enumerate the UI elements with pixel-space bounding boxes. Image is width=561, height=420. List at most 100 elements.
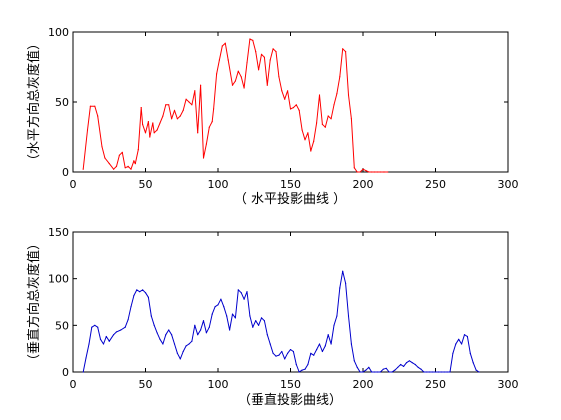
data-point xyxy=(182,109,184,111)
data-point xyxy=(211,121,213,123)
data-point xyxy=(316,349,318,351)
data-point xyxy=(437,371,439,373)
data-point xyxy=(411,362,413,364)
data-point xyxy=(115,331,118,333)
data-point xyxy=(281,90,283,92)
data-point xyxy=(350,118,352,120)
data-point xyxy=(397,366,399,368)
data-point xyxy=(258,69,260,71)
data-point xyxy=(289,108,292,110)
data-point xyxy=(359,171,361,173)
data-point xyxy=(449,371,451,373)
data-point xyxy=(102,343,105,345)
data-point xyxy=(86,129,89,131)
data-point xyxy=(400,363,402,366)
data-point xyxy=(218,59,220,61)
y-tick-label: 0 xyxy=(62,366,69,379)
data-point xyxy=(237,289,239,291)
data-point xyxy=(220,298,222,300)
data-point xyxy=(443,371,445,373)
data-point xyxy=(472,362,474,364)
data-point xyxy=(105,335,107,338)
data-point xyxy=(304,139,306,141)
data-point xyxy=(287,90,289,92)
data-point xyxy=(191,340,193,342)
x-tick-label: 200 xyxy=(353,378,374,391)
data-point xyxy=(252,326,254,328)
data-point xyxy=(374,171,376,173)
data-point xyxy=(134,163,136,165)
data-point xyxy=(345,282,347,284)
data-point xyxy=(347,94,350,96)
data-point xyxy=(301,129,303,131)
data-point xyxy=(382,171,384,173)
data-point xyxy=(405,362,408,364)
data-point xyxy=(469,352,471,354)
data-point xyxy=(205,143,207,145)
data-point xyxy=(420,368,422,370)
data-point xyxy=(376,371,379,373)
data-point xyxy=(249,38,251,40)
data-point xyxy=(385,367,387,369)
data-point xyxy=(223,306,225,308)
data-point xyxy=(94,324,96,326)
data-point xyxy=(202,157,205,159)
data-point xyxy=(224,42,226,44)
data-point xyxy=(255,320,257,322)
data-point xyxy=(127,165,129,167)
data-point xyxy=(455,343,457,345)
data-point xyxy=(313,354,315,356)
data-point xyxy=(156,332,158,334)
data-point xyxy=(434,371,437,373)
data-point xyxy=(99,338,102,340)
data-point xyxy=(182,350,184,353)
data-point xyxy=(176,118,178,120)
data-point xyxy=(113,168,115,170)
x-tick-label: 300 xyxy=(498,378,519,391)
data-point xyxy=(269,343,271,345)
data-point xyxy=(130,168,132,170)
data-point xyxy=(356,171,358,173)
data-point xyxy=(376,171,379,173)
data-point xyxy=(365,170,367,172)
data-point xyxy=(97,326,99,328)
data-point xyxy=(356,366,358,368)
data-point xyxy=(298,109,300,111)
axes-horizontal-projection: 0 50 100 150 200 250 300 0 50 100 （ 水平投影曲线 ） （水平方… xyxy=(26,26,519,207)
data-point xyxy=(414,363,416,366)
data-point xyxy=(339,287,341,289)
data-point xyxy=(194,90,196,92)
data-point xyxy=(101,146,103,148)
data-point xyxy=(365,369,367,371)
data-point xyxy=(240,292,242,294)
data-point xyxy=(216,73,218,75)
data-point xyxy=(246,62,248,64)
data-point xyxy=(287,352,289,354)
data-point xyxy=(159,122,161,124)
data-point xyxy=(130,306,132,308)
data-point xyxy=(292,107,294,109)
data-point xyxy=(362,168,364,170)
y-axis-label: （垂直方向总灰度值） xyxy=(26,237,42,367)
plot-frame xyxy=(72,231,509,373)
data-point xyxy=(275,355,277,357)
data-point xyxy=(231,84,234,86)
data-point xyxy=(227,59,229,61)
x-tick-label: 50 xyxy=(139,378,153,391)
data-point xyxy=(240,76,242,78)
data-point xyxy=(91,326,93,328)
data-point xyxy=(214,306,216,308)
data-point xyxy=(324,126,326,128)
data-point xyxy=(278,76,280,78)
data-point xyxy=(165,104,167,106)
data-point xyxy=(200,84,202,86)
data-point xyxy=(423,371,425,373)
data-point xyxy=(147,121,149,123)
data-point xyxy=(353,360,355,362)
data-point xyxy=(310,352,312,354)
data-point xyxy=(379,371,381,373)
x-tick-label: 150 xyxy=(280,378,301,391)
data-point xyxy=(142,289,144,291)
data-point xyxy=(368,366,370,368)
data-point xyxy=(374,371,376,373)
